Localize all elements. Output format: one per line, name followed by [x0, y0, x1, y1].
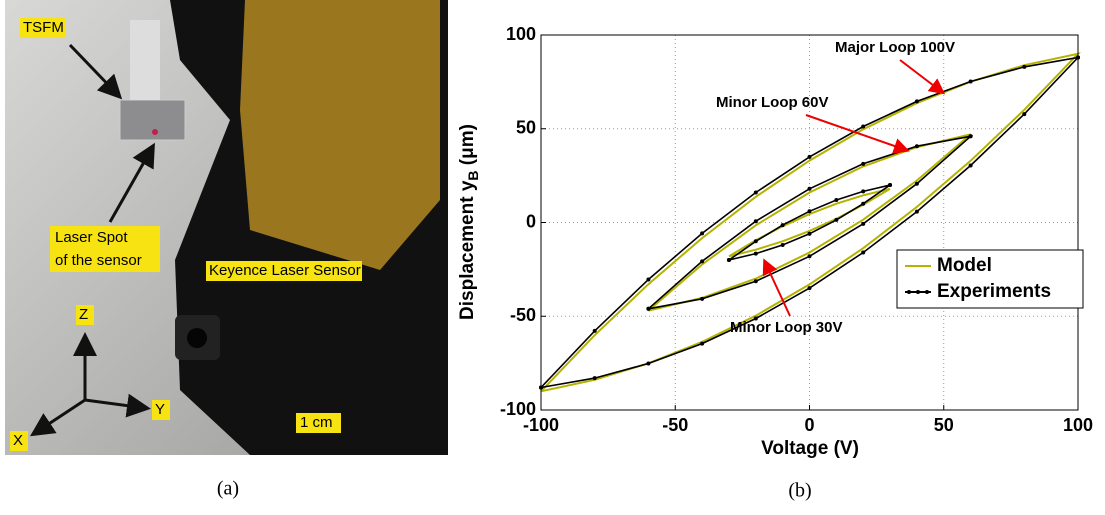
label: Laser Spot — [55, 229, 128, 246]
annotation: Minor Loop 60V — [716, 94, 829, 111]
caption: (a) — [217, 478, 239, 500]
data-point — [861, 201, 866, 206]
data-point — [753, 239, 758, 244]
legend-box — [896, 249, 1084, 309]
data-point — [861, 221, 866, 226]
y-label-sub: B — [465, 170, 481, 180]
data-point — [914, 181, 919, 186]
data-point — [753, 190, 758, 195]
data-point — [700, 231, 705, 236]
legend-marker — [925, 290, 929, 294]
data-point — [753, 251, 758, 256]
data-point — [592, 328, 597, 333]
y-tick-label: 50 — [516, 118, 536, 138]
data-point — [914, 99, 919, 104]
legend-label: Model — [937, 255, 992, 276]
annotation-arrow — [762, 258, 791, 317]
annotation: Minor Loop 30V — [730, 319, 843, 336]
y-label-part: Displacement y — [457, 180, 478, 320]
data-point — [807, 286, 812, 291]
y-label-part: (μm) — [457, 124, 478, 170]
data-point — [807, 154, 812, 159]
data-point — [834, 198, 839, 202]
data-point — [861, 124, 866, 129]
data-point — [1022, 112, 1027, 117]
x-tick-label: 50 — [934, 415, 954, 435]
label: Keyence Laser Sensor — [209, 262, 361, 279]
data-point — [700, 296, 705, 301]
data-point — [700, 341, 705, 346]
data-point — [861, 250, 866, 255]
data-point — [753, 219, 758, 224]
photo-annotations: TSFM Laser Spot of the sensor Keyence La… — [10, 18, 372, 451]
data-point — [968, 163, 973, 168]
data-point — [807, 209, 812, 214]
y-tick-label: 0 — [526, 211, 536, 231]
label: TSFM — [23, 19, 64, 36]
x-tick-label: -50 — [662, 415, 688, 435]
data-point — [700, 259, 705, 264]
data-point — [888, 183, 893, 187]
data-point — [646, 306, 651, 311]
data-point — [968, 79, 973, 84]
label: of the sensor — [55, 252, 142, 269]
data-point — [861, 161, 866, 166]
x-tick-label: -100 — [523, 415, 559, 435]
data-point — [861, 189, 866, 194]
data-point — [753, 279, 758, 284]
y-tick-label: -100 — [500, 399, 536, 419]
data-point — [646, 361, 651, 366]
x-tick-label: 100 — [1063, 415, 1093, 435]
data-point — [914, 209, 919, 214]
data-point — [807, 186, 812, 191]
legend-marker — [916, 290, 920, 294]
caption: (b) — [788, 480, 811, 502]
annotation-arrow — [899, 59, 946, 95]
data-point — [646, 277, 651, 282]
data-point — [914, 144, 919, 149]
data-point — [592, 376, 597, 381]
y-tick-label: -50 — [510, 305, 536, 325]
annotation-arrow — [805, 114, 910, 154]
legend-label: Experiments — [937, 281, 1051, 302]
data-point — [753, 316, 758, 321]
y-tick-label: 100 — [506, 24, 536, 44]
label: Y — [155, 401, 165, 418]
label: Z — [79, 306, 88, 323]
label: 1 cm — [300, 414, 333, 431]
data-point — [834, 217, 839, 222]
x-tick-label: 0 — [804, 415, 814, 435]
data-point — [726, 258, 731, 262]
annotation: Major Loop 100V — [835, 39, 955, 56]
photo — [5, 0, 448, 455]
legend-marker — [907, 290, 911, 294]
data-point — [780, 243, 785, 247]
x-axis-label: Voltage (V) — [761, 438, 859, 459]
label: X — [13, 432, 23, 449]
data-point — [807, 254, 812, 259]
data-point — [807, 231, 812, 236]
data-point — [968, 134, 973, 139]
data-point — [780, 223, 785, 228]
y-axis-label: Displacement yB (μm) — [457, 124, 481, 320]
data-point — [1022, 64, 1027, 69]
plot-frame — [540, 34, 1079, 411]
